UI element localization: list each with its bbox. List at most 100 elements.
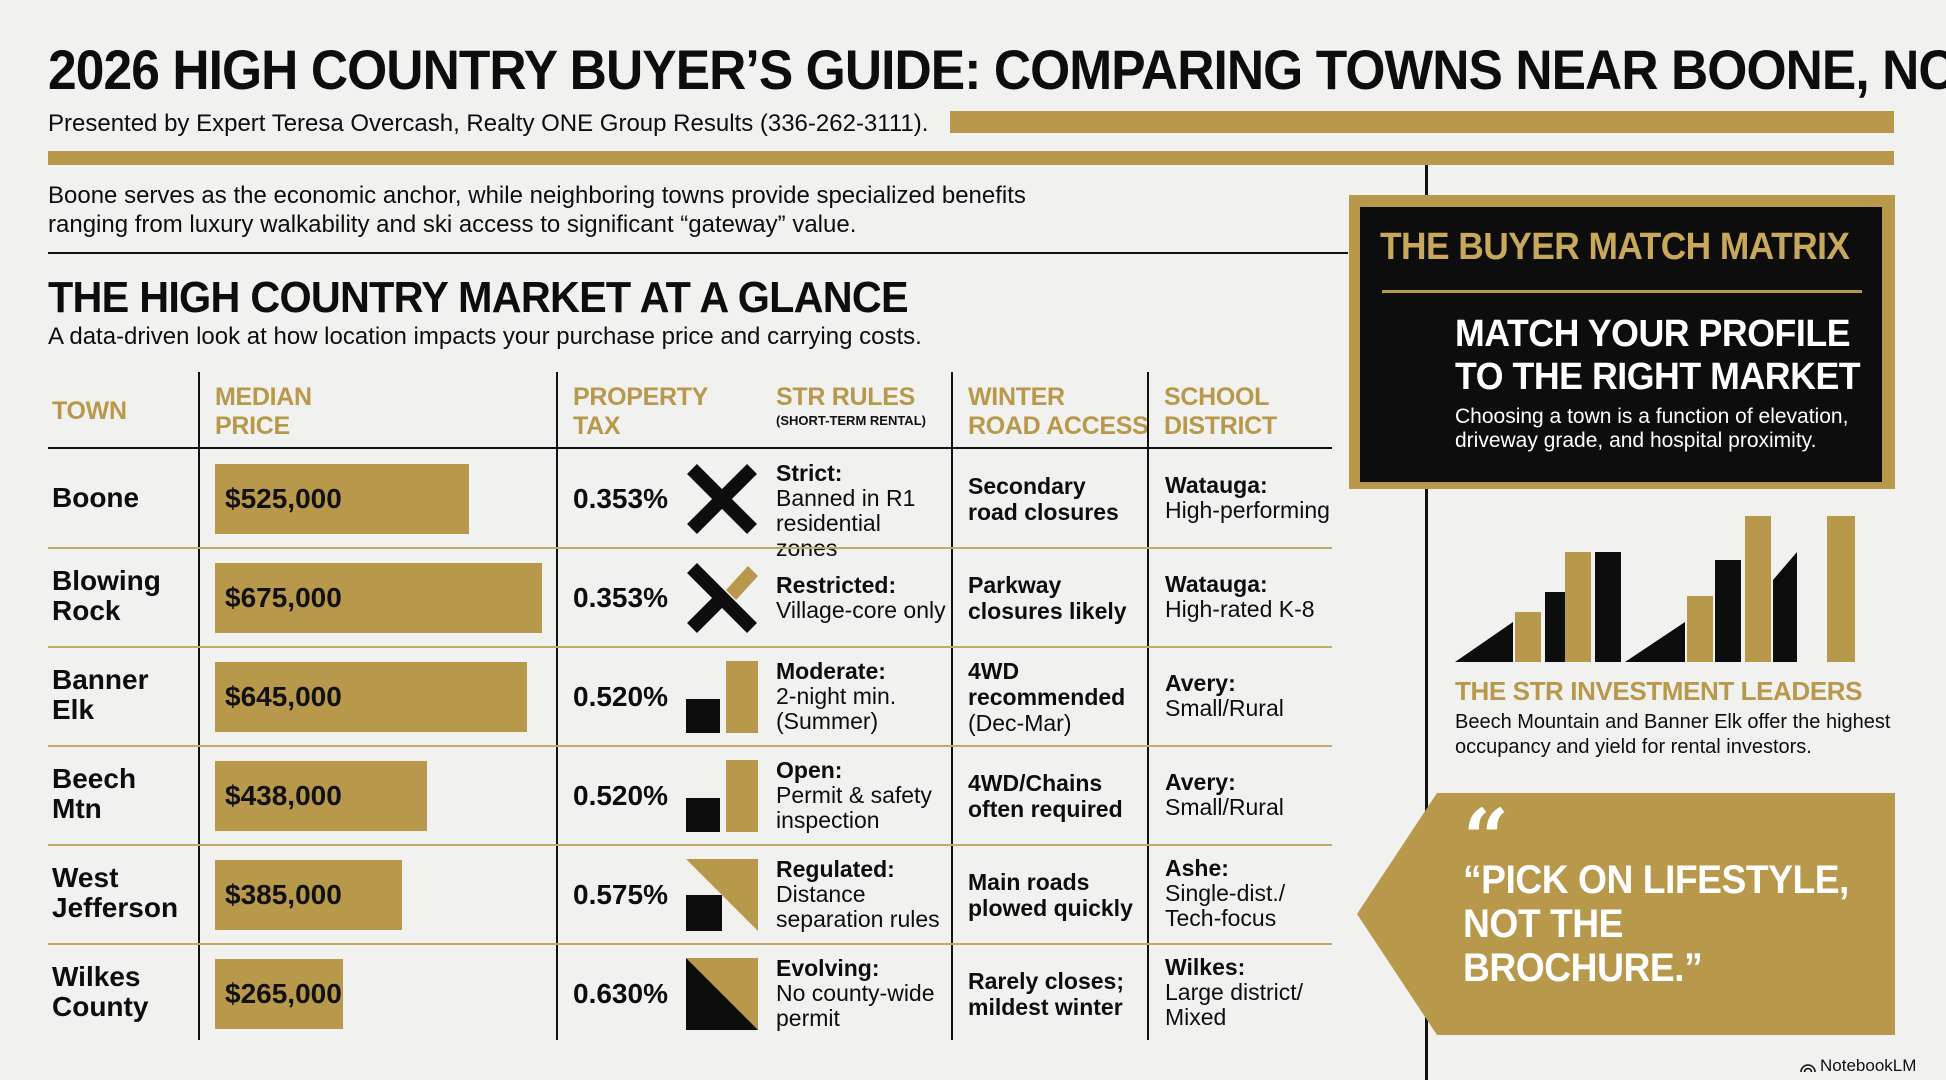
town-name-line-1: Banner [52, 664, 149, 695]
row-divider [48, 745, 1332, 747]
str-rule-label: Restricted: [776, 572, 897, 598]
school-line-1: Small/Rural [1165, 695, 1284, 721]
table-row: Boone $525,000 0.353% Strict: Banned in … [48, 449, 1332, 561]
header-divider-bar [48, 151, 1894, 165]
header-winter: WINTER ROAD ACCESS [968, 383, 1149, 441]
str-rule-line-2: inspection [776, 807, 880, 833]
table-header-rule [48, 447, 1332, 449]
regulated-triangle-icon [686, 859, 758, 931]
header-winter-line-2: ROAD ACCESS [968, 412, 1149, 440]
matrix-headline-line-1: MATCH YOUR PROFILE [1455, 313, 1851, 355]
tax-value: 0.353% [573, 483, 668, 514]
school-line-2: Tech-focus [1165, 905, 1277, 931]
str-leaders-description: Beech Mountain and Banner Elk offer the … [1455, 711, 1891, 758]
winter-line-2: road closures [968, 499, 1119, 525]
presenter-line: Presented by Expert Teresa Overcash, Rea… [48, 110, 929, 137]
str-icon-holder [686, 859, 758, 931]
evolving-triangle-icon [686, 958, 758, 1030]
town-name: Wilkes County [52, 962, 148, 1022]
header-town: TOWN [52, 397, 127, 426]
brand-mark: NotebookLM [1800, 1056, 1916, 1076]
school-district: Avery: Small/Rural [1165, 671, 1345, 721]
notebooklm-logo-icon [1800, 1063, 1816, 1072]
str-rule-line-2: (Summer) [776, 708, 879, 734]
price-value: $525,000 [225, 483, 342, 514]
school-line-1: Single-dist./ [1165, 880, 1286, 906]
intro-text: Boone serves as the economic anchor, whi… [48, 181, 1108, 239]
tax-value: 0.520% [573, 681, 668, 712]
str-rule-label: Regulated: [776, 856, 895, 882]
town-name-line-2: County [52, 991, 149, 1022]
school-label: Watauga: [1165, 571, 1268, 597]
price-value: $675,000 [225, 582, 342, 613]
quote-arrow-banner [1357, 793, 1895, 1035]
school-label: Avery: [1165, 670, 1236, 696]
intro-line-2: ranging from luxury walkability and ski … [48, 211, 857, 238]
str-rule-line-1: No county-wide [776, 980, 935, 1006]
str-icon-holder [686, 562, 758, 634]
quote-text: “PICK ON LIFESTYLE, NOT THE BROCHURE.” [1463, 858, 1854, 990]
table-row: Beech Mtn $438,000 0.520% Open: Permit &… [48, 746, 1332, 845]
section-divider [48, 252, 1348, 254]
section-subtitle: A data-driven look at how location impac… [48, 323, 922, 350]
header-price: MEDIAN PRICE [215, 383, 312, 441]
winter-line-1: Main roads [968, 869, 1090, 895]
winter-line-1: Parkway [968, 572, 1062, 598]
winter-line-1: 4WD/Chains [968, 770, 1103, 796]
header-tax-line-1: PROPERTY [573, 383, 709, 411]
section-title: THE HIGH COUNTRY MARKET AT A GLANCE [48, 273, 909, 322]
winter-line-1: Secondary [968, 473, 1086, 499]
str-rule-line-1: Permit & safety [776, 782, 932, 808]
winter-line-1: 4WD [968, 658, 1020, 684]
str-rule-line-2: separation rules [776, 906, 940, 932]
price-bar: $265,000 [215, 959, 343, 1029]
tax-value: 0.520% [573, 780, 668, 811]
town-name-line-1: West [52, 862, 119, 893]
school-label: Avery: [1165, 769, 1236, 795]
header-school: SCHOOL DISTRICT [1164, 383, 1277, 441]
quote-line-2: NOT THE BROCHURE.” [1463, 902, 1703, 990]
strict-x-icon [687, 464, 757, 534]
school-line-1: Large district/ [1165, 979, 1304, 1005]
school-label: Wilkes: [1165, 954, 1246, 980]
town-name-line-2: Rock [52, 595, 121, 626]
price-bar: $525,000 [215, 464, 469, 534]
str-rule-line-1: Banned in R1 [776, 485, 916, 511]
quote-mark-icon: “ [1463, 791, 1510, 885]
header-school-line-2: DISTRICT [1164, 412, 1277, 440]
row-divider [48, 943, 1332, 945]
row-divider [48, 844, 1332, 846]
school-district: Watauga: High-performing [1165, 473, 1345, 523]
str-rule-label: Evolving: [776, 955, 880, 981]
moderate-blocks-icon [686, 661, 758, 733]
open-blocks-icon [686, 760, 758, 832]
str-bars-graphic-icon [1455, 516, 1855, 662]
town-name: Boone [52, 483, 139, 513]
winter-line-2: closures likely [968, 598, 1127, 624]
town-name-line-1: Wilkes [52, 961, 141, 992]
quote-line-1: “PICK ON LIFESTYLE, [1463, 858, 1849, 902]
price-bar: $645,000 [215, 662, 527, 732]
header-tax: PROPERTY TAX [573, 383, 708, 441]
winter-access: 4WD recommended (Dec-Mar) [968, 658, 1148, 736]
winter-line-2: mildest winter [968, 994, 1123, 1020]
str-leaders-title: THE STR INVESTMENT LEADERS [1455, 676, 1863, 706]
tax-value: 0.630% [573, 978, 668, 1009]
matrix-title: THE BUYER MATCH MATRIX [1380, 226, 1850, 268]
row-divider [48, 547, 1332, 549]
str-rule-line-1: Village-core only [776, 597, 946, 623]
winter-line-3: (Dec-Mar) [968, 710, 1072, 736]
matrix-description: Choosing a town is a function of elevati… [1455, 405, 1849, 452]
header-str-line-2: (SHORT-TERM RENTAL) [776, 413, 926, 428]
town-name: West Jefferson [52, 863, 178, 923]
header-town-label: TOWN [52, 397, 127, 425]
winter-access: 4WD/Chains often required [968, 770, 1148, 822]
matrix-rule [1382, 290, 1862, 293]
str-rule: Evolving: No county-wide permit [776, 956, 946, 1031]
price-value: $265,000 [225, 978, 342, 1009]
school-district: Ashe: Single-dist./ Tech-focus [1165, 856, 1345, 931]
table-vline-3 [951, 372, 953, 1040]
str-rule: Open: Permit & safety inspection [776, 758, 946, 833]
school-line-1: Small/Rural [1165, 794, 1284, 820]
tax-value: 0.575% [573, 879, 668, 910]
